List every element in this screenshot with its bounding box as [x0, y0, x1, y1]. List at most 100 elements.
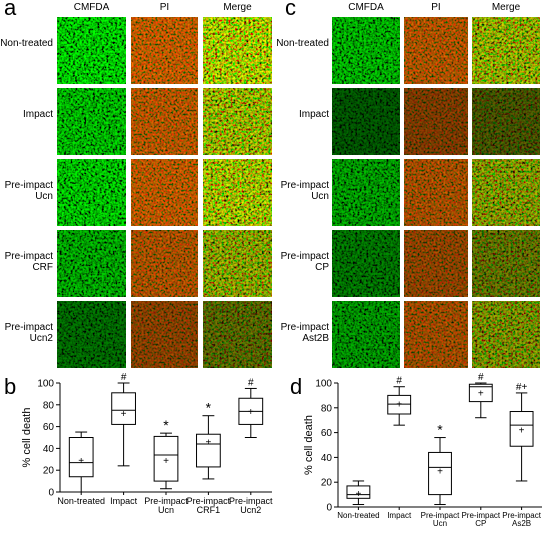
panel-label: b — [4, 374, 17, 399]
micrograph — [131, 17, 198, 84]
panel-label: c — [285, 0, 296, 20]
mean-marker: + — [78, 456, 84, 467]
box — [111, 392, 136, 425]
micrograph — [57, 230, 126, 297]
micrograph-shade — [131, 88, 198, 155]
micrograph — [203, 159, 272, 226]
y-tick-label: 20 — [43, 466, 55, 477]
mean-marker: + — [355, 489, 361, 500]
y-tick-label: 40 — [321, 453, 333, 464]
box — [346, 485, 371, 499]
micrograph — [332, 230, 400, 297]
mean-marker: + — [437, 467, 443, 478]
panel-label: a — [4, 0, 17, 20]
micrograph — [472, 301, 540, 368]
column-header: PI — [159, 2, 170, 13]
micrograph-shade — [332, 17, 400, 84]
panel-label: d — [290, 374, 303, 399]
mean-marker: + — [396, 400, 402, 411]
micrograph-shade — [203, 230, 272, 297]
x-tick-label: Pre-impact CP — [461, 511, 501, 529]
column-header: CMFDA — [348, 2, 384, 13]
box — [387, 394, 412, 415]
micrograph-shade — [332, 230, 400, 297]
y-axis-title: % cell death — [303, 415, 315, 475]
micrograph — [332, 17, 400, 84]
significance-mark: #+ — [516, 382, 528, 393]
row-label: Pre-impact Ucn — [280, 180, 329, 202]
y-tick-label: 100 — [37, 379, 54, 390]
significance-mark: # — [248, 377, 254, 388]
micrograph-shade — [131, 230, 198, 297]
row-label: Pre-impact CP — [280, 251, 329, 273]
micrograph — [131, 301, 198, 368]
micrograph-shade — [472, 88, 540, 155]
mean-marker: + — [519, 426, 525, 437]
y-tick-label: 80 — [321, 403, 333, 414]
micrograph-shade — [404, 88, 468, 155]
box — [196, 433, 221, 468]
micrograph — [203, 17, 272, 84]
significance-mark: # — [121, 372, 127, 383]
micrograph-shade — [472, 17, 540, 84]
row-label: Pre-impact Ucn2 — [4, 322, 53, 344]
mean-marker: + — [121, 409, 127, 420]
micrograph-shade — [472, 230, 540, 297]
micrograph — [131, 88, 198, 155]
x-tick-label: Impact — [110, 496, 138, 506]
micrograph — [57, 17, 126, 84]
significance-mark: * — [163, 417, 169, 433]
micrograph-shade — [203, 159, 272, 226]
box — [428, 451, 452, 496]
y-tick-label: 40 — [43, 444, 55, 455]
micrograph — [404, 88, 468, 155]
micrograph-shade — [57, 301, 126, 368]
micrograph — [404, 159, 468, 226]
significance-mark: # — [478, 372, 484, 383]
x-tick-label: Pre-impact CRF1 — [186, 496, 231, 516]
column-header: Merge — [223, 2, 252, 13]
micrograph-shade — [332, 301, 400, 368]
micrograph-shade — [404, 230, 468, 297]
row-label: Pre-impact Ucn — [4, 180, 53, 202]
micrograph — [332, 301, 400, 368]
significance-mark: * — [206, 400, 212, 416]
micrograph — [57, 88, 126, 155]
mean-marker: + — [163, 456, 169, 467]
y-tick-label: 80 — [43, 400, 55, 411]
x-tick-label: Pre-impact Ucn — [420, 511, 460, 529]
y-tick-label: 60 — [321, 428, 333, 439]
row-label: Pre-impact Ast2B — [280, 322, 329, 344]
micrograph-shade — [404, 301, 468, 368]
significance-mark: # — [396, 376, 402, 387]
micrograph-shade — [332, 88, 400, 155]
x-tick-label: Non-treated — [57, 496, 105, 506]
micrograph — [332, 159, 400, 226]
micrograph-shade — [203, 301, 272, 368]
micrograph-shade — [332, 159, 400, 226]
micrograph-shade — [57, 88, 126, 155]
x-tick-label: Pre-impact As2B — [502, 511, 541, 529]
micrograph-shade — [131, 159, 198, 226]
micrograph-shade — [472, 301, 540, 368]
row-label: Pre-impact CRF — [4, 251, 53, 273]
x-tick-label: Non-treated — [337, 511, 380, 520]
micrograph-shade — [131, 301, 198, 368]
micrograph — [131, 230, 198, 297]
row-label: Impact — [298, 109, 329, 120]
micrograph — [472, 230, 540, 297]
y-tick-label: 20 — [321, 478, 333, 489]
box — [68, 437, 94, 478]
x-tick-label: Pre-impact Ucn — [144, 496, 188, 516]
micrograph — [203, 88, 272, 155]
y-axis-title: % cell death — [21, 408, 33, 468]
micrograph-shade — [404, 159, 468, 226]
mean-marker: + — [478, 388, 484, 399]
column-header: CMFDA — [73, 2, 110, 13]
y-tick-label: 100 — [315, 379, 332, 390]
row-label: Impact — [22, 109, 53, 120]
micrograph — [131, 159, 198, 226]
micrograph-shade — [57, 159, 126, 226]
